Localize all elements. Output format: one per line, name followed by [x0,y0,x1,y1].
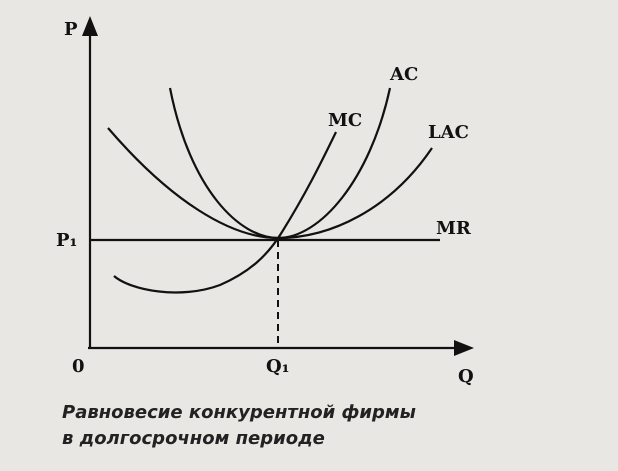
ac-label: AC [389,64,418,85]
caption-line: Равновесие конкурентной фирмы [62,402,416,423]
caption-line: в долгосрочном периоде [62,428,325,449]
y-axis-arrow [82,16,98,36]
origin-label: 0 [72,356,85,377]
mc-label: MC [328,110,362,131]
y-axis-label: P [64,19,78,40]
quantity-level-label: Q₁ [266,356,290,377]
x-axis-label: Q [458,366,474,387]
x-axis-arrow [454,340,474,356]
price-level-label: P₁ [56,230,77,251]
mr-label: MR [436,218,472,239]
lac-label: LAC [428,122,469,143]
mc-curve [113,131,337,294]
